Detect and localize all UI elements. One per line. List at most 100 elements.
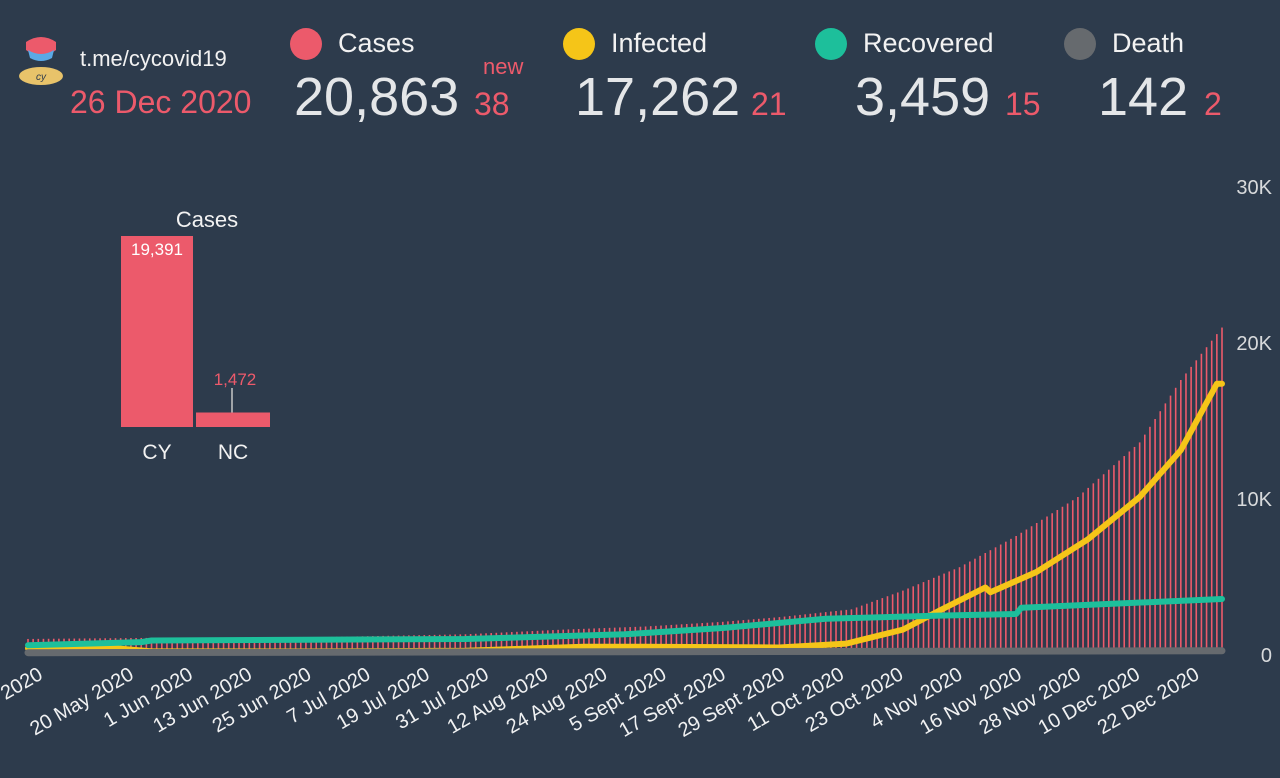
cases-bar	[1056, 510, 1059, 653]
cases-bar	[356, 636, 359, 653]
cases-bar	[649, 626, 652, 653]
cases-bar	[382, 635, 384, 653]
cases-bar	[1035, 523, 1038, 653]
cases-bar	[212, 637, 215, 653]
cases-bar	[948, 571, 951, 653]
cases-bar	[824, 612, 827, 653]
cases-bar	[588, 628, 590, 653]
cases-bar	[279, 637, 281, 653]
cases-bar	[510, 632, 513, 653]
cases-bar	[325, 636, 328, 653]
cases-bar	[1010, 538, 1012, 653]
cases-bar	[655, 625, 657, 653]
cases-bar	[541, 630, 544, 653]
cases-bar	[860, 605, 863, 653]
cases-bar	[876, 599, 878, 653]
cases-bar	[171, 637, 173, 653]
cases-bar	[315, 637, 318, 653]
cases-bar	[999, 544, 1002, 653]
recovered-value: 3,459	[855, 67, 991, 127]
cases-bar	[155, 637, 158, 653]
cases-bar	[871, 601, 873, 653]
cases-bar	[505, 632, 508, 653]
cases-bar	[778, 617, 781, 653]
cases-bar	[1138, 442, 1141, 653]
cases-bar	[984, 553, 987, 653]
cases-bar	[758, 618, 760, 653]
cases-bar	[711, 622, 714, 653]
cases-bar	[124, 638, 127, 653]
cases-bar	[958, 567, 961, 653]
cases-bar	[747, 619, 750, 653]
cases-bar	[608, 627, 611, 653]
cases-bar	[1030, 526, 1033, 653]
cases-bar	[598, 628, 601, 653]
cases-bar	[613, 627, 616, 653]
cases-bar	[814, 613, 817, 653]
y-tick-label: 10K	[1236, 489, 1272, 511]
cases-bar	[335, 636, 338, 653]
cases-bar	[742, 620, 745, 653]
cases-bar	[1169, 395, 1172, 653]
cases-bar	[433, 634, 436, 653]
cases-bar	[953, 569, 956, 653]
cases-bar	[207, 637, 209, 653]
cases-bar	[557, 629, 559, 653]
death-value: 142	[1098, 67, 1189, 127]
cases-bar	[253, 637, 256, 653]
inset-bars: CY 19,391 NC 1,472	[121, 236, 270, 464]
cases-bar	[377, 635, 379, 653]
cases-bar	[670, 624, 673, 653]
cases-bar	[979, 555, 981, 653]
cases-bar	[1128, 451, 1131, 653]
cases-bar	[1061, 506, 1064, 653]
cases-bar	[274, 637, 276, 653]
cases-bar	[202, 637, 204, 653]
cases-bar	[238, 637, 240, 653]
cases-bar	[819, 612, 822, 653]
cases-bar	[526, 631, 529, 653]
cases-bar	[1077, 497, 1079, 653]
cases-bar	[263, 637, 266, 653]
cases-bar	[696, 623, 698, 653]
cases-bar	[619, 627, 621, 653]
death-label: Death	[1112, 28, 1185, 58]
cases-bar	[320, 637, 323, 653]
cases-bar	[1174, 387, 1177, 653]
cases-label: Cases	[338, 28, 415, 58]
cases-bar	[464, 634, 467, 653]
cases-bar	[907, 588, 909, 653]
cases-bar	[773, 617, 776, 653]
cases-bar	[490, 633, 492, 653]
cases-bar	[706, 622, 709, 653]
cases-bar	[763, 618, 765, 653]
cases-bar	[536, 630, 539, 653]
infected-value: 17,262	[575, 67, 741, 127]
cases-bar	[1041, 519, 1043, 653]
cases-bar	[1025, 529, 1028, 653]
cases-bar	[1118, 460, 1120, 653]
cases-bar	[521, 631, 523, 653]
cases-bar	[449, 634, 451, 653]
cases-bar	[1216, 334, 1218, 653]
cases-bar	[454, 634, 456, 653]
channel-link[interactable]: t.me/cycovid19	[80, 46, 227, 71]
cases-bar	[799, 614, 801, 653]
svg-text:cy: cy	[36, 72, 47, 83]
cases-bar	[284, 637, 287, 653]
death-delta: 2	[1204, 86, 1222, 122]
inset-bar-cy	[121, 236, 193, 427]
cases-bar	[830, 611, 832, 653]
cases-bar	[969, 561, 971, 653]
cases-bar	[639, 626, 642, 653]
recovered-delta: 15	[1005, 86, 1041, 122]
cases-bar	[660, 625, 662, 653]
cases-bar	[583, 628, 585, 653]
inset-bar-chart: Cases CY 19,391 NC 1,472	[121, 207, 270, 464]
cases-bar	[531, 631, 534, 653]
cases-bar	[346, 636, 348, 653]
cases-bar	[680, 624, 683, 653]
cases-bar	[547, 630, 549, 653]
cases-bar	[485, 633, 487, 653]
cases-bar	[685, 623, 688, 653]
